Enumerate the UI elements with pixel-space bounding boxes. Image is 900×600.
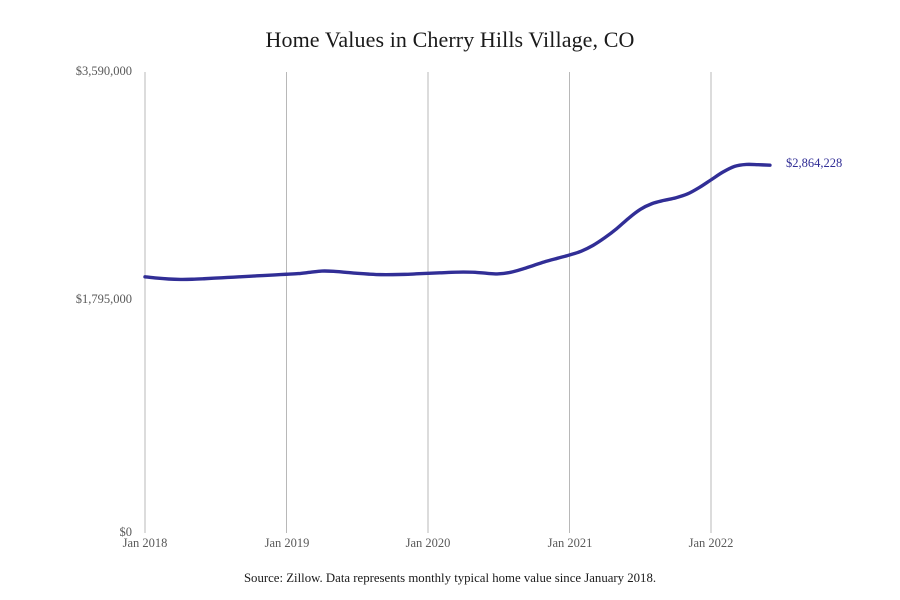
x-axis-tick-label-jan-2019: Jan 2019 xyxy=(264,536,310,550)
series-line-typical-home-value xyxy=(143,162,772,282)
y-axis-tick-label-top: $3,590,000 xyxy=(75,64,132,78)
endpoint-value-annotation: $2,864,228 xyxy=(785,156,843,171)
y-axis-tick-label-bottom: $0 xyxy=(119,525,133,539)
x-axis-tick-label-jan-2021: Jan 2021 xyxy=(547,536,593,550)
x-axis-tick-label-jan-2022: Jan 2022 xyxy=(688,536,734,550)
chart-title: Home Values in Cherry Hills Village, CO xyxy=(265,27,635,52)
gridlines xyxy=(144,72,712,533)
x-axis-tick-label-jan-2020: Jan 2020 xyxy=(405,536,451,550)
source-note: Source: Zillow. Data represents monthly … xyxy=(243,571,657,585)
y-axis-tick-label-mid: $1,795,000 xyxy=(75,292,132,306)
x-axis-tick-label-jan-2018: Jan 2018 xyxy=(122,536,168,550)
data-series-line xyxy=(143,162,772,282)
